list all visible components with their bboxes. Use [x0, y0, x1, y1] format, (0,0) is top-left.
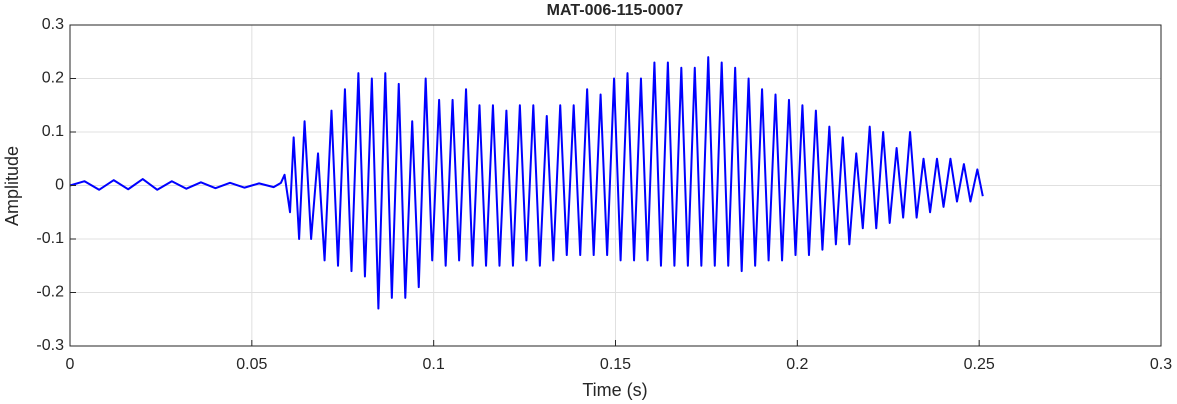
y-axis-label: Amplitude [2, 146, 22, 226]
y-tick-label: 0.3 [42, 16, 64, 33]
chart-title: MAT-006-115-0007 [547, 2, 684, 19]
x-tick-label: 0.3 [1150, 356, 1172, 373]
x-tick-label: 0.15 [600, 356, 631, 373]
y-tick-label: 0 [55, 177, 64, 194]
lines [69, 56, 984, 310]
x-axis-label: Time (s) [582, 380, 647, 400]
y-tick-label: 0.1 [42, 123, 64, 140]
y-tick-label: -0.3 [36, 337, 64, 354]
x-tick-label: 0.2 [786, 356, 808, 373]
x-tick-label: 0.05 [236, 356, 267, 373]
x-tick-label: 0.1 [423, 356, 445, 373]
waveform [69, 56, 984, 310]
x-tick-label: 0 [66, 356, 75, 373]
y-tick-label: -0.1 [36, 230, 64, 247]
y-tick-label: -0.2 [36, 284, 64, 301]
y-tick-label: 0.2 [42, 70, 64, 87]
x-tick-label: 0.25 [964, 356, 995, 373]
